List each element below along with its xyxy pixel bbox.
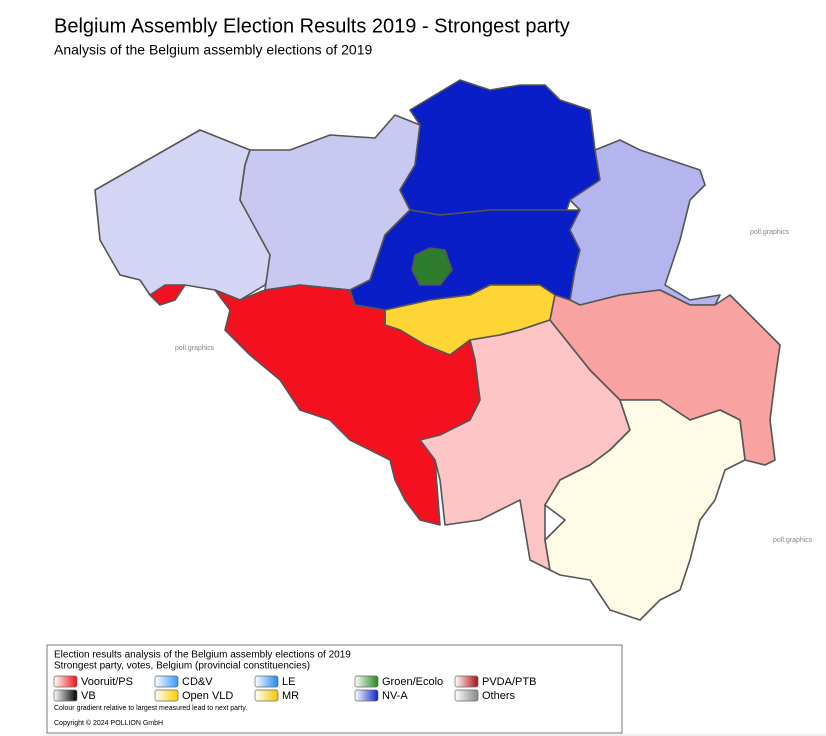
watermark: poll.graphics <box>175 345 215 352</box>
legend-swatch <box>254 689 279 702</box>
legend-label: PVDA/PTB <box>482 676 536 688</box>
legend-box <box>46 644 623 734</box>
legend-swatch <box>254 675 279 688</box>
legend-title: Election results analysis of the Belgium… <box>54 650 351 661</box>
legend-note: Colour gradient relative to largest meas… <box>54 705 247 712</box>
legend-label: Others <box>482 690 516 702</box>
legend-entries: Vooruit/PS CD&V LE Groen/Ecolo PVDA/PTB VB Ope… <box>53 675 536 702</box>
antwerp <box>399 79 601 216</box>
title: Belgium Assembly Election Results 2019 -… <box>54 15 570 37</box>
legend-swatch <box>354 675 379 688</box>
provinces <box>94 79 781 621</box>
legend-swatch <box>454 675 479 688</box>
legend-label: Vooruit/PS <box>81 676 133 688</box>
luxembourg <box>544 399 746 621</box>
legend-swatch <box>354 689 379 702</box>
legend-swatch <box>154 675 179 688</box>
legend-label: VB <box>81 690 96 702</box>
legend-label: MR <box>282 690 299 702</box>
brussels <box>411 247 453 286</box>
legend-swatch <box>53 689 78 702</box>
legend-label: CD&V <box>182 676 213 688</box>
legend-label: Groen/Ecolo <box>382 676 443 688</box>
legend-subtitle: Strongest party, votes, Belgium (provinc… <box>54 661 310 672</box>
watermark: poll.graphics <box>750 229 790 236</box>
legend-swatch <box>53 675 78 688</box>
hainaut-exclave <box>149 284 186 306</box>
legend-swatch <box>154 689 179 702</box>
legend-swatch <box>454 689 479 702</box>
west-flanders <box>94 129 276 301</box>
legend-label: Open VLD <box>182 690 233 702</box>
subtitle: Analysis of the Belgium assembly electio… <box>54 42 372 58</box>
legend-label: NV-A <box>382 690 408 702</box>
legend-label: LE <box>282 676 295 688</box>
watermark: poll.graphics <box>773 537 813 544</box>
copyright: Copyright © 2024 POLLION GmbH <box>54 719 163 727</box>
